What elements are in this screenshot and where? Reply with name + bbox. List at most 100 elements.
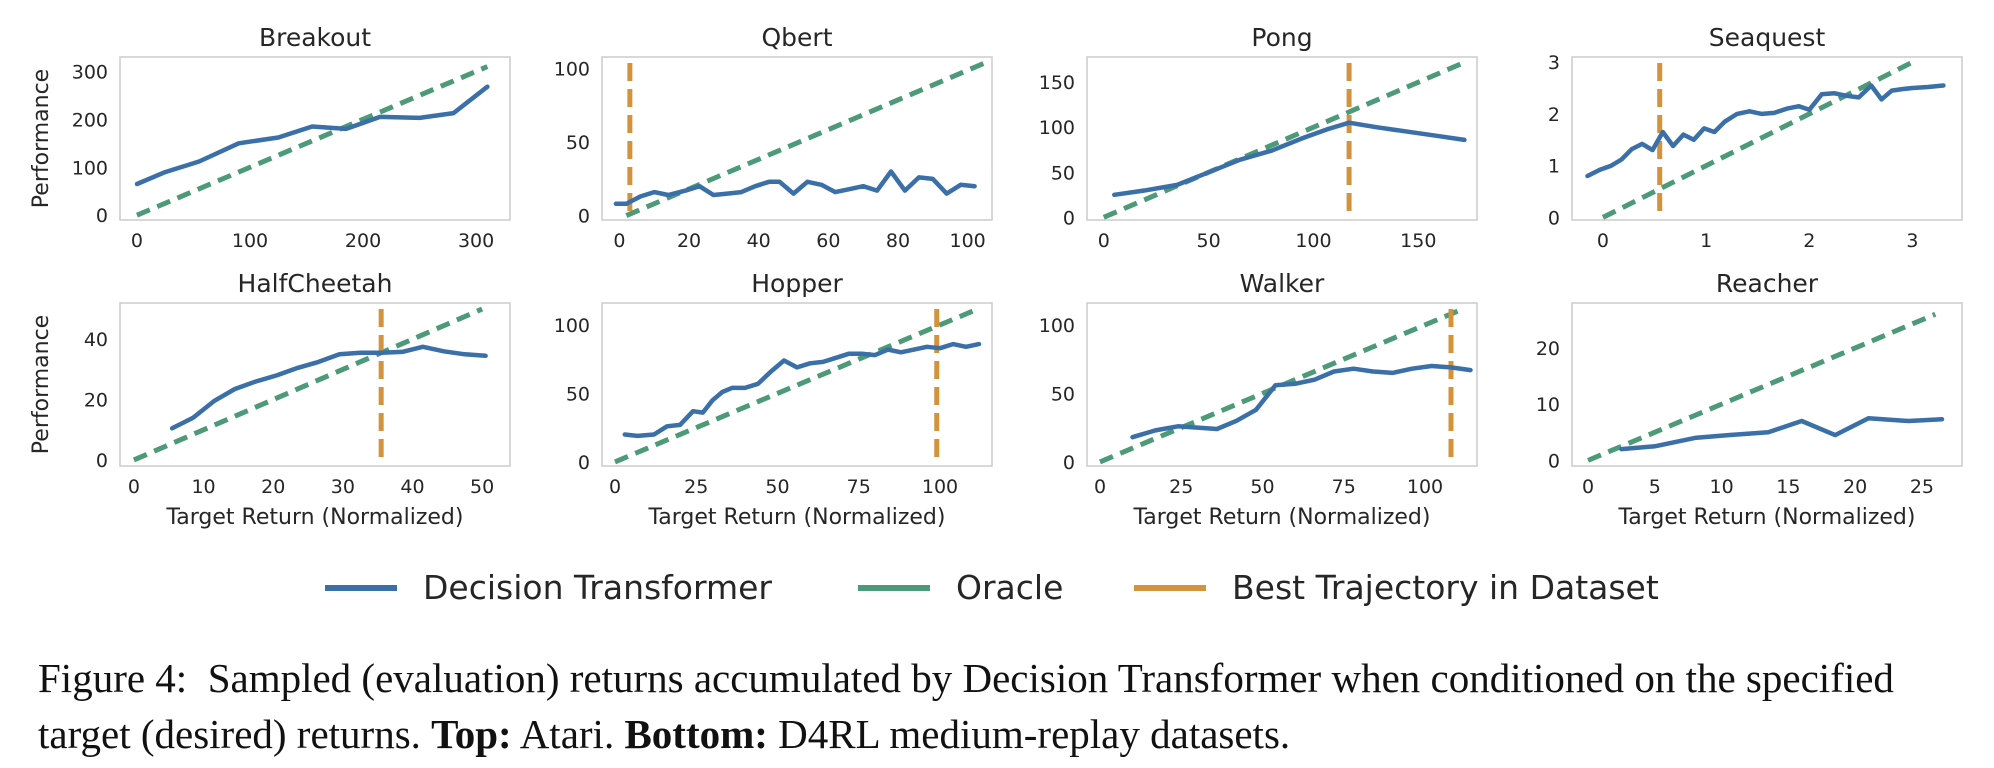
x-tick-label: 60 (816, 230, 840, 252)
y-tick-label: 100 (554, 315, 590, 337)
x-tick-label: 1 (1700, 230, 1712, 252)
y-tick-label: 0 (96, 450, 108, 472)
x-tick-label: 40 (400, 476, 424, 498)
x-tick-label: 0 (128, 476, 140, 498)
plot-area (1585, 59, 1946, 220)
y-axis-label: Performance (29, 315, 54, 454)
y-tick-label: 100 (554, 59, 590, 81)
x-tick-label: 0 (613, 230, 625, 252)
x-tick-label: 15 (1776, 476, 1800, 498)
legend-label: Oracle (956, 568, 1063, 607)
x-axis-label: Target Return (Normalized) (166, 505, 464, 530)
caption-prefix: Figure 4: (38, 655, 188, 701)
x-tick-label: 10 (191, 476, 215, 498)
x-tick-label: 100 (232, 230, 268, 252)
x-tick-label: 0 (1597, 230, 1609, 252)
y-tick-label: 2 (1548, 104, 1560, 126)
y-tick-label: 100 (72, 157, 108, 179)
x-tick-label: 20 (677, 230, 701, 252)
y-tick-label: 0 (1063, 207, 1075, 229)
oracle-line (135, 64, 489, 218)
decision-transformer-line (1130, 363, 1473, 440)
x-tick-label: 50 (470, 476, 494, 498)
legend-label: Decision Transformer (423, 568, 772, 607)
x-tick-label: 25 (684, 476, 708, 498)
y-tick-label: 200 (72, 109, 108, 131)
y-tick-label: 150 (1039, 72, 1075, 94)
y-tick-label: 0 (578, 206, 590, 228)
y-tick-label: 1 (1548, 156, 1560, 178)
x-tick-label: 100 (949, 230, 985, 252)
x-tick-label: 300 (458, 230, 494, 252)
x-tick-label: 10 (1709, 476, 1733, 498)
x-axis-label: Target Return (Normalized) (1618, 505, 1916, 530)
chart-title: HalfCheetah (238, 269, 393, 298)
x-tick-label: 75 (1332, 476, 1356, 498)
x-tick-label: 100 (1295, 230, 1331, 252)
x-tick-label: 50 (1250, 476, 1274, 498)
plot-area (1099, 306, 1473, 465)
decision-transformer-line (1619, 415, 1945, 452)
x-tick-label: 20 (1843, 476, 1867, 498)
chart-title: Breakout (259, 23, 371, 52)
x-tick-label: 200 (345, 230, 381, 252)
chart-title: Walker (1240, 269, 1325, 298)
x-axis-label: Target Return (Normalized) (1133, 505, 1431, 530)
chart-title: Qbert (761, 23, 832, 52)
y-tick-label: 40 (84, 329, 108, 351)
x-tick-label: 20 (261, 476, 285, 498)
y-tick-label: 20 (1536, 338, 1560, 360)
chart-panel-qbert: Qbert 0 20 40 60 80 100 0 50 100 (554, 23, 993, 252)
x-tick-label: 25 (1169, 476, 1193, 498)
caption-top-text: Atari. (519, 711, 615, 757)
plot-area (613, 60, 987, 218)
y-tick-label: 0 (96, 205, 108, 227)
x-tick-label: 0 (131, 230, 143, 252)
decision-transformer-line (1112, 120, 1467, 198)
chart-panel-breakout: Breakout 0 100 200 300 0 100 200 300 Performance (29, 23, 511, 252)
y-tick-label: 50 (566, 132, 590, 154)
x-tick-label: 150 (1400, 230, 1436, 252)
oracle-line (1587, 311, 1937, 463)
chart-panel-walker: Walker 0 25 50 75 100 0 50 100 Target Return (Nor… (1039, 269, 1478, 530)
x-tick-label: 100 (1407, 476, 1443, 498)
x-tick-label: 0 (1582, 476, 1594, 498)
x-tick-label: 75 (847, 476, 871, 498)
chart-title: Reacher (1716, 269, 1819, 298)
x-tick-label: 100 (922, 476, 958, 498)
x-tick-label: 25 (1910, 476, 1934, 498)
y-tick-label: 50 (1051, 162, 1075, 184)
plot-frame (1571, 56, 1963, 221)
plot-area (614, 306, 982, 465)
caption-top-label: Top: (431, 711, 512, 757)
chart-panel-hopper: Hopper 0 25 50 75 100 0 50 100 Target Return (Nor… (554, 269, 993, 530)
figure-caption: Figure 4: Sampled (evaluation) returns a… (38, 650, 1968, 762)
chart-title: Hopper (751, 269, 843, 298)
x-axis-label: Target Return (Normalized) (648, 505, 946, 530)
legend-label: Best Trajectory in Dataset (1232, 568, 1659, 607)
y-tick-label: 100 (1039, 315, 1075, 337)
y-tick-label: 0 (1548, 450, 1560, 472)
y-axis-label: Performance (29, 69, 54, 208)
y-tick-label: 100 (1039, 117, 1075, 139)
x-tick-label: 3 (1906, 230, 1918, 252)
decision-transformer-line (169, 344, 488, 431)
y-tick-label: 300 (72, 61, 108, 83)
legend: Decision Transformer Oracle Best Trajector… (325, 568, 1659, 607)
chart-title: Seaquest (1709, 23, 1826, 52)
y-tick-label: 3 (1548, 52, 1560, 74)
caption-bottom-text: D4RL medium-replay datasets. (778, 711, 1291, 757)
caption-text: Sampled (evaluation) returns accumulated… (38, 655, 1894, 757)
plot-area (1587, 311, 1945, 463)
decision-transformer-line (134, 84, 490, 187)
y-tick-label: 0 (1063, 452, 1075, 474)
x-tick-label: 50 (765, 476, 789, 498)
decision-transformer-line (613, 169, 977, 207)
decision-transformer-line (1585, 83, 1946, 179)
decision-transformer-line (622, 341, 982, 439)
x-tick-label: 50 (1197, 230, 1221, 252)
y-tick-label: 20 (84, 390, 108, 412)
caption-bottom-label: Bottom: (624, 711, 768, 757)
y-tick-label: 0 (1548, 207, 1560, 229)
